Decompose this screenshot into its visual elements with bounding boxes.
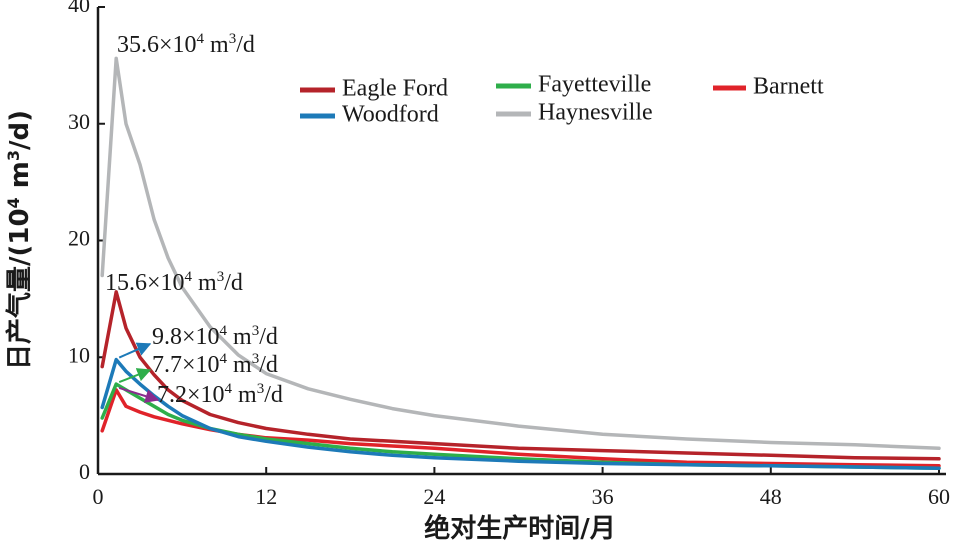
legend-label-barnett: Barnett — [753, 74, 824, 100]
y-tick-label: 0 — [79, 459, 90, 484]
y-tick-label: 30 — [68, 109, 90, 134]
annotation-label-fayetteville: 7.7×104 m3/d — [152, 351, 278, 378]
y-axis-title: 日产气量/(104 m3/d) — [4, 110, 35, 370]
series-line-woodford — [100, 357, 941, 470]
legend-item-haynesville: Haynesville — [496, 100, 653, 126]
annotation-arrow-barnett — [118, 386, 160, 403]
annotation-label-barnett: 7.2×104 m3/d — [157, 381, 283, 408]
annotation-arrow-fayetteville — [118, 368, 152, 384]
annotation-arrow-woodford — [118, 342, 152, 359]
legend-label-haynesville: Haynesville — [538, 100, 653, 126]
plot-area — [100, 56, 941, 470]
legend-label-eagle-ford: Eagle Ford — [342, 76, 448, 102]
annotation-label-eagle-ford: 15.6×104 m3/d — [105, 269, 243, 296]
y-tick-label: 40 — [68, 0, 90, 17]
series-line-barnett — [100, 388, 941, 468]
legend: Eagle Ford Fayetteville Barnett Woodford… — [300, 72, 824, 128]
x-tick-label: 60 — [928, 484, 950, 509]
x-tick-label: 48 — [760, 484, 782, 509]
series-line-haynesville — [100, 56, 941, 451]
legend-item-barnett: Barnett — [713, 74, 824, 100]
legend-label-woodford: Woodford — [342, 102, 439, 128]
legend-item-eagle-ford: Eagle Ford — [300, 76, 448, 102]
y-tick-label: 20 — [68, 226, 90, 251]
peak-annotations: 35.6×104 m3/d15.6×104 m3/d9.8×104 m3/d7.… — [105, 31, 283, 408]
series-line-eagle-ford — [100, 290, 941, 461]
legend-item-woodford: Woodford — [300, 102, 439, 128]
annotation-label-woodford: 9.8×104 m3/d — [152, 323, 278, 350]
x-tick-label: 12 — [255, 484, 277, 509]
x-axis-title: 绝对生产时间/月 — [424, 513, 616, 544]
legend-label-fayetteville: Fayetteville — [538, 72, 651, 98]
x-tick-label: 0 — [93, 484, 104, 509]
y-tick-label: 10 — [68, 342, 90, 367]
ticks: 0 12 24 36 48 60 0 10 20 30 40 — [68, 0, 950, 509]
legend-item-fayetteville: Fayetteville — [496, 72, 651, 98]
x-tick-label: 36 — [592, 484, 614, 509]
annotation-label-haynesville: 35.6×104 m3/d — [117, 31, 255, 58]
x-tick-label: 24 — [423, 484, 445, 509]
